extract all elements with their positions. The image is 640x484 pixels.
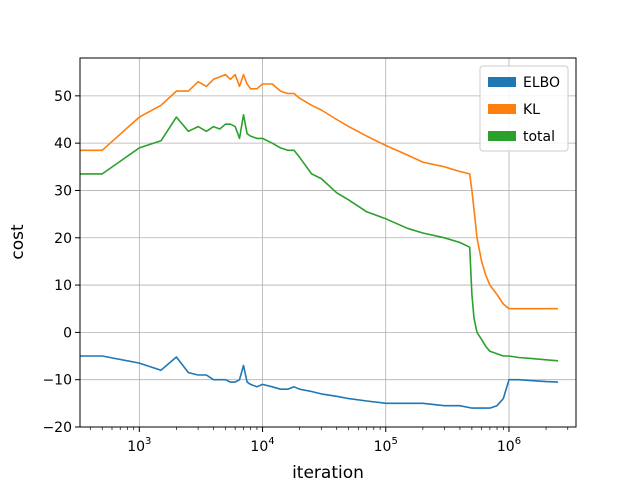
x-axis-label: iteration	[292, 463, 364, 480]
legend-label-kl: KL	[523, 102, 540, 118]
y-axis-label: cost	[8, 224, 28, 260]
y-tick-label: 0	[63, 325, 72, 341]
series-lines	[80, 73, 559, 409]
legend-swatch-kl	[488, 104, 516, 114]
legend-swatch-elbo	[488, 77, 516, 87]
legend-box	[479, 65, 569, 152]
y-tick-label: 30	[54, 183, 72, 199]
plot-frame	[79, 57, 577, 428]
legend-label-total: total	[523, 129, 555, 145]
legend-label-elbo: ELBO	[523, 75, 560, 91]
y-tick-label: −20	[42, 420, 72, 436]
legend: ELBO KL total	[479, 65, 569, 152]
x-tick-label: 106	[497, 436, 521, 455]
legend-swatch-total	[488, 131, 516, 141]
series-line-elbo	[80, 355, 559, 409]
x-tick-label: 104	[250, 436, 274, 455]
grid	[80, 58, 576, 428]
y-tick-label: 20	[54, 231, 72, 247]
series-line-total	[80, 114, 559, 362]
y-tick-label: 10	[54, 278, 72, 294]
y-tick-label: 50	[54, 89, 72, 105]
series-line-kl	[80, 73, 558, 310]
y-tick-label: 40	[54, 136, 72, 152]
x-tick-label: 105	[374, 436, 398, 455]
y-tick-label: −10	[42, 373, 72, 389]
x-tick-label: 103	[127, 436, 151, 455]
ticks: −20 −10 0 10 20 30 40 50 103 104 105 106	[42, 89, 569, 455]
